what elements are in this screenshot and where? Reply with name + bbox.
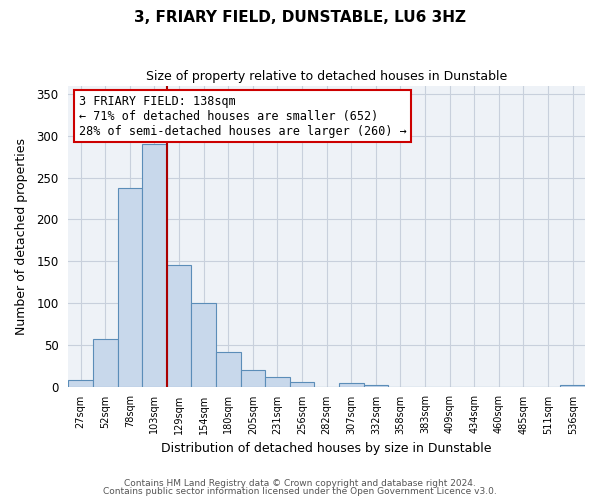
Title: Size of property relative to detached houses in Dunstable: Size of property relative to detached ho… [146,70,507,83]
Text: Contains HM Land Registry data © Crown copyright and database right 2024.: Contains HM Land Registry data © Crown c… [124,478,476,488]
Bar [339,384,364,386]
Bar [167,266,191,386]
X-axis label: Distribution of detached houses by size in Dunstable: Distribution of detached houses by size … [161,442,492,455]
Bar [290,382,314,386]
Text: 3 FRIARY FIELD: 138sqm
← 71% of detached houses are smaller (652)
28% of semi-de: 3 FRIARY FIELD: 138sqm ← 71% of detached… [79,94,406,138]
Bar [216,352,241,386]
Text: 3, FRIARY FIELD, DUNSTABLE, LU6 3HZ: 3, FRIARY FIELD, DUNSTABLE, LU6 3HZ [134,10,466,25]
Bar [191,303,216,386]
Bar [241,370,265,386]
Bar [68,380,93,386]
Text: Contains public sector information licensed under the Open Government Licence v3: Contains public sector information licen… [103,487,497,496]
Bar [560,385,585,386]
Bar [265,376,290,386]
Bar [364,385,388,386]
Bar [118,188,142,386]
Bar [93,339,118,386]
Bar [142,144,167,386]
Y-axis label: Number of detached properties: Number of detached properties [15,138,28,334]
